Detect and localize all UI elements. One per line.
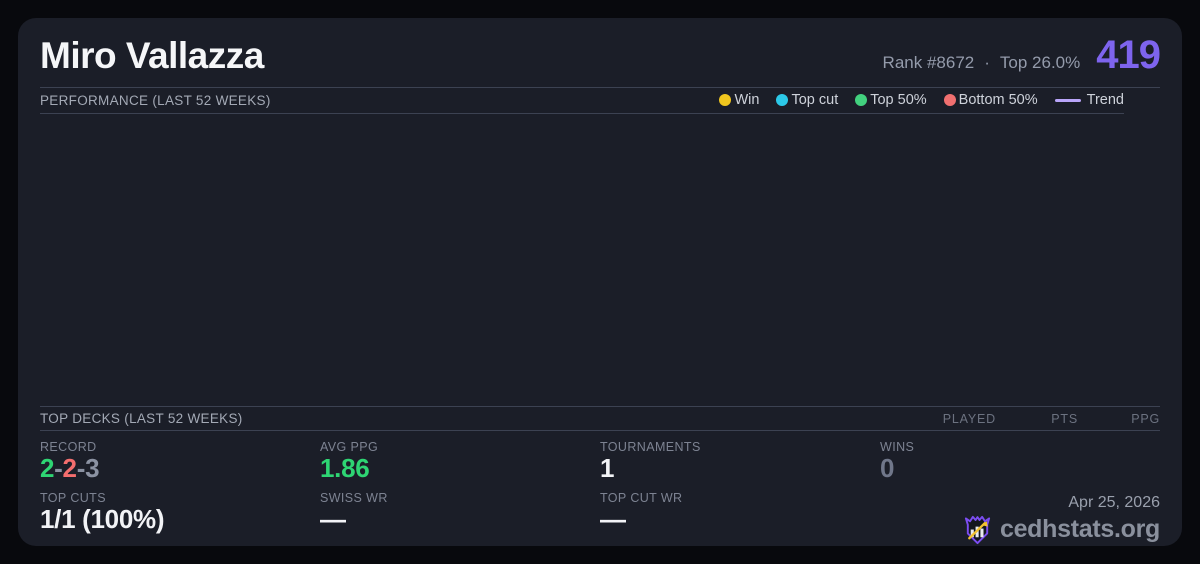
player-name: Miro Vallazza [40, 35, 264, 76]
top-decks-columns: PLAYED PTS PPG [914, 412, 1160, 426]
record-value: 2-2-3 [40, 453, 320, 484]
performance-header-row: PERFORMANCE (LAST 52 WEEKS) Win Top cut … [40, 88, 1124, 114]
stat-tournaments: TOURNAMENTS 1 [600, 433, 880, 484]
stat-label: WINS [880, 440, 915, 454]
bottom-50-dot-icon [943, 94, 956, 106]
rank-text: Rank #8672 [882, 53, 975, 72]
top-percent-text: Top 26.0% [999, 53, 1081, 72]
cedhstats-logo-icon [964, 515, 991, 544]
performance-section-title: PERFORMANCE (LAST 52 WEEKS) [40, 92, 271, 108]
stat-label: TOP CUTS [40, 490, 106, 505]
record-dash: - [54, 453, 63, 483]
player-score: 419 [1096, 33, 1161, 77]
stat-label: SWISS WR [320, 490, 388, 505]
top-decks-header-row: TOP DECKS (LAST 52 WEEKS) PLAYED PTS PPG [40, 406, 1160, 431]
record-losses: 2 [62, 453, 77, 483]
record-draws: 3 [85, 453, 100, 483]
top-decks-section-title: TOP DECKS (LAST 52 WEEKS) [40, 411, 243, 426]
stat-swiss-wr: SWISS WR — [320, 484, 600, 546]
top-cuts-value: 1/1 (100%) [40, 503, 165, 534]
top-cut-wr-value: — [600, 503, 626, 534]
stat-top-cuts: TOP CUTS 1/1 (100%) [40, 484, 320, 546]
tournaments-value: 1 [600, 453, 615, 483]
stat-record: RECORD 2-2-3 [40, 433, 320, 484]
legend-item-trend: Trend [1054, 92, 1124, 108]
record-wins: 2 [40, 453, 55, 483]
top-50-dot-icon [855, 94, 868, 106]
swiss-wr-value: — [320, 503, 346, 534]
legend-label: Top 50% [870, 92, 927, 108]
rank-separator: · [984, 53, 990, 72]
rank-summary: Rank #8672 · Top 26.0% [883, 53, 1081, 73]
trend-line-icon [1054, 98, 1081, 102]
stat-label: TOP CUT WR [600, 490, 683, 505]
legend-label: Bottom 50% [958, 92, 1038, 108]
brand-row: cedhstats.org [880, 514, 1160, 546]
legend-item-bottom-50: Bottom 50% [943, 92, 1038, 108]
footer-branding: Apr 25, 2026 cedhstats.org [880, 484, 1160, 546]
column-pts: PTS [1051, 411, 1078, 426]
column-played: PLAYED [942, 411, 996, 426]
legend-label: Win [734, 92, 760, 108]
card-date: Apr 25, 2026 [1068, 493, 1160, 511]
stat-label: RECORD [40, 440, 97, 454]
brand-name: cedhstats.org [999, 515, 1160, 544]
stat-top-cut-wr: TOP CUT WR — [600, 484, 880, 546]
stat-label: TOURNAMENTS [600, 440, 701, 454]
avg-ppg-value: 1.86 [320, 453, 370, 483]
chart-legend: Win Top cut Top 50% Bottom 50% Trend [719, 92, 1124, 108]
legend-item-top-cut: Top cut [776, 92, 838, 108]
performance-chart [40, 114, 1160, 406]
record-dash: - [76, 453, 86, 483]
player-stats-card: Miro Vallazza Rank #8672 · Top 26.0% 419… [18, 18, 1182, 546]
card-header: Miro Vallazza Rank #8672 · Top 26.0% 419 [40, 18, 1161, 88]
win-dot-icon [719, 94, 732, 106]
legend-item-top-50: Top 50% [855, 92, 927, 108]
legend-item-win: Win [719, 92, 759, 108]
legend-label: Top cut [791, 92, 839, 108]
legend-label: Trend [1086, 92, 1124, 108]
stat-wins: WINS 0 [880, 433, 1160, 484]
stat-avg-ppg: AVG PPG 1.86 [320, 433, 600, 484]
top-cut-dot-icon [776, 94, 789, 106]
header-right: Rank #8672 · Top 26.0% 419 [883, 33, 1161, 78]
stats-grid: RECORD 2-2-3 AVG PPG 1.86 TOURNAMENTS 1 … [40, 431, 1160, 546]
column-ppg: PPG [1131, 411, 1160, 426]
stat-label: AVG PPG [320, 440, 379, 454]
wins-value: 0 [880, 453, 895, 483]
